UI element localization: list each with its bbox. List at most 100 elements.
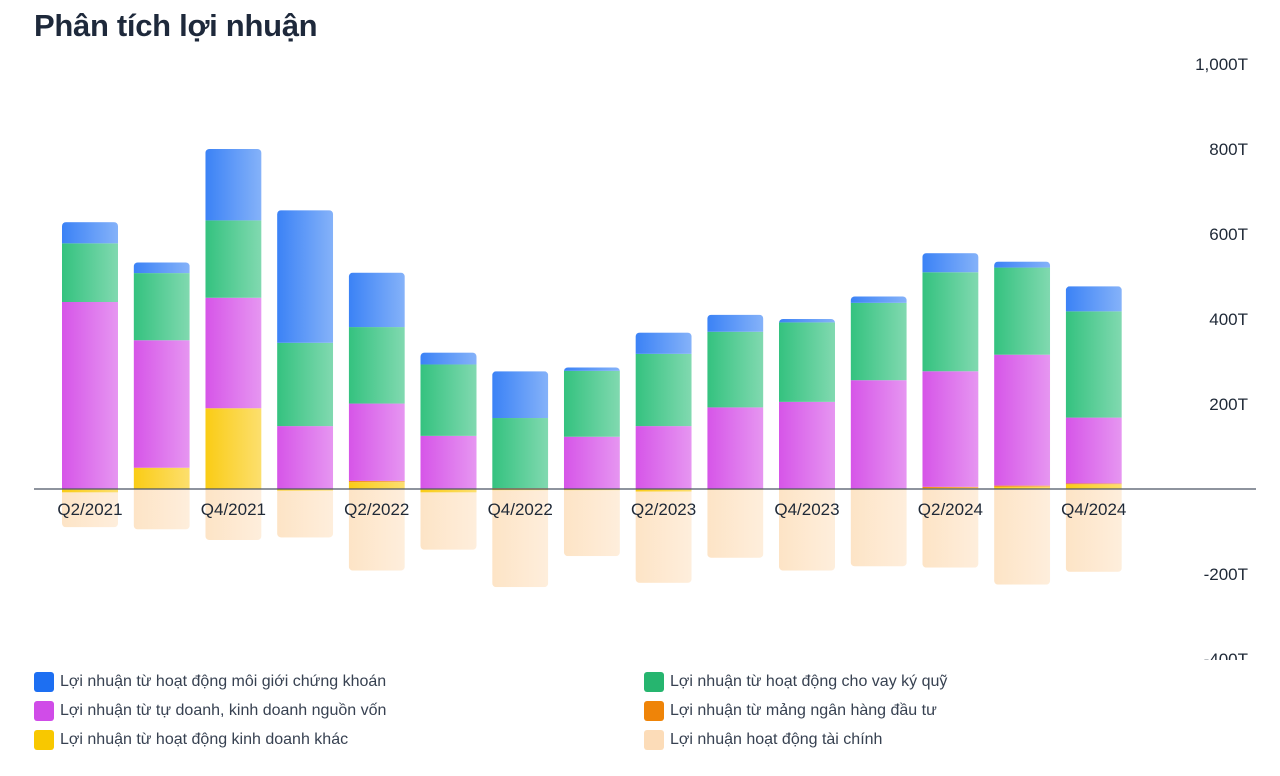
bar-segment-margin[interactable] [850, 302, 907, 381]
bar-segment-fin[interactable] [922, 489, 979, 568]
bar-segment-prop[interactable] [994, 354, 1051, 486]
bar-segment-margin[interactable] [563, 370, 620, 437]
bar-segment-prop[interactable] [277, 426, 334, 489]
bar-segment-other[interactable] [348, 482, 405, 489]
bar-segment-broker[interactable] [205, 149, 262, 221]
bar-segment-other[interactable] [994, 486, 1051, 489]
bar-segment-broker[interactable] [348, 272, 405, 328]
bar-segment-ib[interactable] [348, 480, 405, 483]
bar-segment-prop[interactable] [133, 340, 190, 468]
chart-title: Phân tích lợi nhuận [34, 8, 318, 43]
bar-segment-margin[interactable] [348, 327, 405, 404]
legend-item[interactable]: Lợi nhuận từ mảng ngân hàng đầu tư [644, 701, 1254, 721]
legend-label: Lợi nhuận từ hoạt động môi giới chứng kh… [60, 673, 387, 690]
bar-segment-fin[interactable] [779, 489, 835, 571]
bar-segment-prop[interactable] [420, 435, 477, 489]
bar-segment-fin[interactable] [563, 490, 620, 557]
bar-segment-fin[interactable] [133, 489, 190, 530]
bar-segment-broker[interactable] [62, 222, 118, 244]
legend-item[interactable]: Lợi nhuận từ hoạt động môi giới chứng kh… [34, 672, 644, 692]
legend-item[interactable]: Lợi nhuận từ tự doanh, kinh doanh nguồn … [34, 701, 644, 721]
bar-segment-margin[interactable] [994, 267, 1051, 355]
bar-segment-margin[interactable] [492, 418, 549, 489]
legend-swatch [644, 701, 664, 721]
legend-item[interactable]: Lợi nhuận hoạt động tài chính [644, 730, 1254, 750]
y-tick-label: 200T [1209, 395, 1248, 414]
bar-segment-prop[interactable] [779, 401, 835, 489]
legend-swatch [34, 730, 54, 750]
bar-group-Q3-2021 [133, 262, 190, 530]
bar-segment-prop[interactable] [922, 371, 979, 487]
bar-group-Q1-2023 [563, 367, 620, 557]
bar-segment-other[interactable] [1065, 484, 1122, 489]
bar-segment-broker[interactable] [420, 352, 477, 365]
profit-chart: Q2/2021 Q4/2021 Q2/2022 Q4/2022 Q2/2023 Q4/20… [34, 55, 1256, 660]
bar-segment-margin[interactable] [420, 364, 477, 436]
bar-segment-prop[interactable] [563, 436, 620, 489]
bar-segment-other[interactable] [133, 467, 190, 489]
bar-segment-fin[interactable] [420, 492, 477, 550]
bar-segment-broker[interactable] [707, 314, 764, 332]
bar-segment-other[interactable] [420, 489, 477, 493]
bar-segment-broker[interactable] [277, 210, 334, 343]
bar-segment-other[interactable] [492, 489, 549, 491]
bar-segment-ib[interactable] [922, 486, 979, 489]
bar-segment-margin[interactable] [1065, 311, 1122, 418]
y-tick-label: -200T [1204, 565, 1248, 584]
bar-segment-margin[interactable] [635, 353, 692, 427]
bar-segment-fin[interactable] [277, 490, 334, 538]
bar-segment-other[interactable] [205, 408, 262, 489]
y-tick-label: 400T [1209, 310, 1248, 329]
bar-segment-prop[interactable] [348, 403, 405, 481]
bar-segment-margin[interactable] [133, 273, 190, 341]
bar-segment-margin[interactable] [277, 342, 334, 427]
bar-segment-fin[interactable] [348, 489, 405, 571]
bar-segment-other[interactable] [563, 489, 620, 491]
bar-segment-other[interactable] [277, 489, 334, 491]
y-tick-label: 600T [1209, 225, 1248, 244]
bar-group-Q1-2022 [277, 210, 334, 538]
bar-segment-margin[interactable] [205, 220, 262, 298]
bar-segment-broker[interactable] [922, 253, 979, 273]
bar-segment-broker[interactable] [635, 332, 692, 354]
bar-segment-ib[interactable] [994, 485, 1051, 487]
bar-segment-prop[interactable] [635, 426, 692, 489]
bar-segment-prop[interactable] [62, 302, 118, 489]
bar-segment-broker[interactable] [1065, 286, 1122, 312]
bar-segment-prop[interactable] [205, 297, 262, 409]
x-tick-label: Q4/2023 [774, 500, 839, 519]
legend-swatch [34, 672, 54, 692]
bar-segment-margin[interactable] [779, 322, 835, 402]
legend-item[interactable]: Lợi nhuận từ hoạt động kinh doanh khác [34, 730, 644, 750]
bar-group-Q2-2024 [922, 253, 979, 568]
legend-label: Lợi nhuận từ hoạt động kinh doanh khác [60, 731, 349, 748]
bar-segment-fin[interactable] [62, 492, 118, 528]
bar-segment-prop[interactable] [850, 380, 907, 489]
legend-item[interactable]: Lợi nhuận từ hoạt động cho vay ký quỹ [644, 672, 1254, 692]
bar-segment-fin[interactable] [492, 490, 549, 588]
bar-segment-fin[interactable] [1065, 489, 1122, 572]
bar-segment-ib[interactable] [1065, 483, 1122, 485]
bar-segment-other[interactable] [62, 489, 118, 493]
x-tick-label: Q4/2022 [488, 500, 553, 519]
bar-segment-fin[interactable] [707, 489, 764, 558]
bar-segment-broker[interactable] [133, 262, 190, 274]
bar-segment-fin[interactable] [205, 489, 262, 540]
bar-segment-broker[interactable] [994, 261, 1051, 268]
bar-segment-fin[interactable] [994, 489, 1051, 585]
bar-segment-prop[interactable] [707, 407, 764, 489]
bar-segment-fin[interactable] [635, 491, 692, 583]
bar-segment-other[interactable] [635, 489, 692, 492]
bar-segment-broker[interactable] [779, 319, 835, 323]
x-tick-label: Q2/2023 [631, 500, 696, 519]
bar-group-Q3-2022 [420, 352, 477, 550]
bar-segment-fin[interactable] [850, 489, 907, 567]
bar-segment-broker[interactable] [563, 367, 620, 371]
bar-segment-prop[interactable] [1065, 417, 1122, 484]
bar-segment-broker[interactable] [492, 371, 549, 419]
bar-segment-margin[interactable] [707, 331, 764, 408]
bar-segment-margin[interactable] [62, 243, 118, 302]
bar-segment-margin[interactable] [922, 272, 979, 372]
bar-segment-broker[interactable] [850, 296, 907, 303]
y-axis-ticks: 1,000T 800T 600T 400T 200T -200T -400T [1195, 55, 1248, 660]
